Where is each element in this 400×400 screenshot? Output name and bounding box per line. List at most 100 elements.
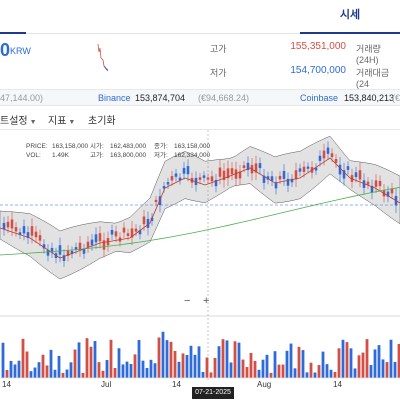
tab-quote[interactable]: 시세 — [300, 0, 400, 34]
crosshair-minus-icon[interactable]: − — [184, 295, 191, 307]
candle-body — [62, 255, 66, 261]
ma-line-long — [0, 186, 400, 256]
volume-bar — [313, 372, 317, 378]
candle-body — [22, 226, 26, 234]
candle-body — [238, 171, 242, 179]
candle-body — [386, 191, 390, 197]
candle-body — [166, 182, 170, 185]
volume-bar — [105, 360, 109, 378]
ohlc-open-label: 시가: — [90, 143, 104, 150]
candle-body — [114, 231, 118, 237]
ohlc-low-label: 저가: — [154, 152, 168, 159]
candle-body — [58, 245, 62, 255]
candle-body — [134, 228, 138, 232]
volume-bar — [141, 360, 145, 378]
candle-body — [42, 244, 46, 249]
candle-body — [362, 180, 366, 188]
volume-bar — [297, 346, 301, 378]
candle-body — [18, 232, 22, 235]
price-chart[interactable]: PRICE: 163,158,000 시가: 162,483,000 종가: 1… — [0, 130, 400, 400]
volume-bar — [341, 339, 345, 378]
ma-line-short — [0, 157, 400, 259]
volume-bar — [285, 350, 289, 378]
candle-body — [390, 188, 394, 194]
candle-body — [306, 166, 310, 169]
volume-bar — [217, 346, 221, 378]
volume-bar — [301, 350, 305, 378]
volume-bar — [289, 343, 293, 378]
candle-body — [270, 176, 274, 181]
volume-bar — [349, 348, 353, 378]
volume-bar — [121, 364, 125, 378]
coinbase-name[interactable]: Coinbase — [300, 93, 339, 103]
volume-bar — [41, 354, 45, 378]
candle-body — [102, 240, 106, 250]
chart-settings-label: 트설정 — [0, 116, 28, 127]
reset-button[interactable]: 초기화 — [88, 116, 116, 127]
candle-body — [10, 219, 14, 229]
volume-bar — [161, 331, 165, 378]
candle-body — [182, 167, 186, 174]
candle-body — [138, 230, 142, 235]
volume-bar — [389, 339, 393, 378]
candle-body — [178, 177, 182, 181]
candle-body — [278, 175, 282, 180]
volume-bar — [73, 349, 77, 378]
volume-bar — [201, 371, 205, 378]
candle-body — [202, 175, 206, 178]
candle-body — [146, 218, 150, 228]
low-value: 154,700,000 — [290, 65, 346, 76]
volume-bar — [173, 350, 177, 378]
candle-body — [326, 147, 330, 154]
candle-body — [66, 250, 70, 256]
volume-bar — [281, 364, 285, 378]
candle-body — [50, 247, 54, 253]
price-header: 0 KRW 고가 155,351,000 거래량(24H) 저가 154,700… — [0, 34, 400, 90]
indicators-menu[interactable]: 지표 ▼ — [48, 112, 75, 127]
candle-body — [154, 199, 158, 203]
volume-bar — [329, 369, 333, 378]
candle-body — [222, 170, 226, 180]
candle-body — [334, 158, 338, 163]
exchange-price-strip: 47,144.00) Binance 153,874,704 (€94,668.… — [0, 90, 400, 106]
volume-bar — [165, 340, 169, 378]
volume-bar — [81, 372, 85, 378]
candle-body — [126, 233, 130, 236]
crosshair-plus-icon[interactable]: + — [203, 295, 210, 307]
candle-body — [162, 186, 166, 189]
chart-canvas[interactable] — [0, 130, 400, 400]
volume-bar — [125, 361, 129, 378]
candle-body — [170, 176, 174, 181]
volume-bar — [29, 371, 33, 378]
moving-averages — [0, 157, 400, 259]
volume-bar — [53, 369, 57, 378]
volume-bar — [385, 362, 389, 378]
volume-bar — [273, 351, 277, 378]
volume-bar — [277, 364, 281, 378]
candle-body — [290, 178, 294, 183]
high-value: 155,351,000 — [290, 41, 346, 52]
candle-body — [330, 153, 334, 158]
x-tick-label: 14 — [2, 380, 11, 389]
ohlc-vol-label: VOL: — [26, 152, 41, 159]
volume-bar — [253, 360, 257, 378]
candle-body — [142, 216, 146, 225]
candle-body — [254, 163, 258, 173]
volume-bar — [37, 362, 41, 378]
volume-bar — [65, 369, 69, 378]
tab-chart[interactable] — [0, 0, 26, 34]
candle-body — [6, 221, 10, 228]
candle-body — [338, 164, 342, 175]
candle-body — [98, 233, 102, 242]
binance-name[interactable]: Binance — [98, 93, 131, 103]
volume-bar — [61, 372, 65, 378]
candle-body — [78, 242, 82, 251]
candle-body — [218, 167, 222, 177]
volume-bar — [97, 362, 101, 378]
candle-body — [2, 222, 6, 230]
candle-body — [242, 165, 246, 168]
ohlc-open-value: 162,483,000 — [110, 143, 147, 150]
volume-bar — [225, 340, 229, 378]
candle-body — [378, 180, 382, 187]
chart-settings-menu[interactable]: 트설정 ▼ — [0, 112, 37, 127]
